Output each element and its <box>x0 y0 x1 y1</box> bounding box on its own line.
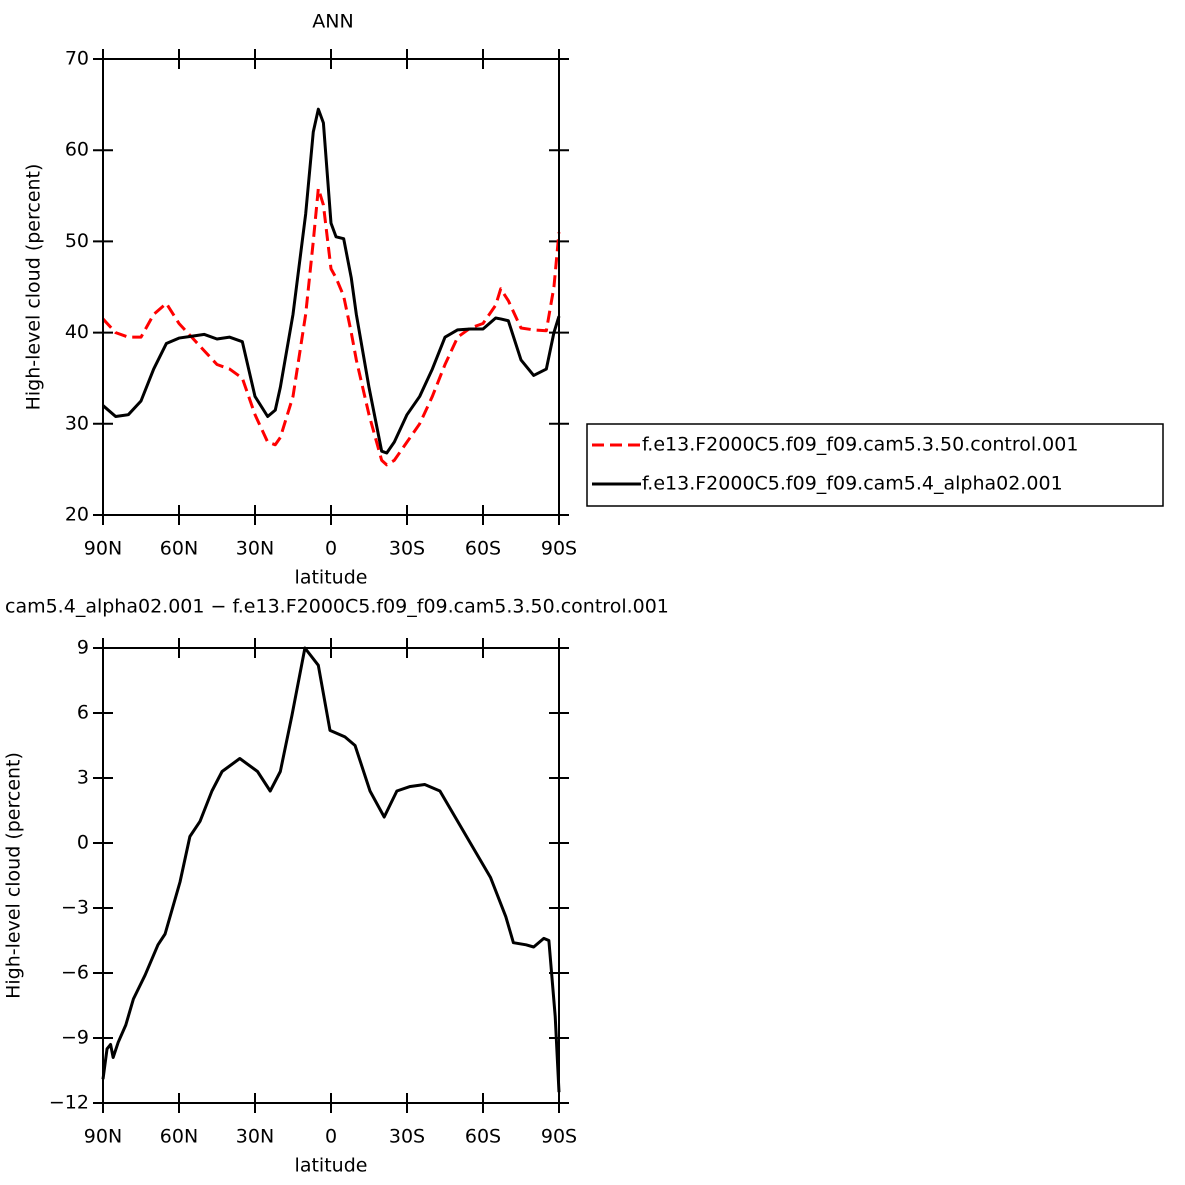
legend-label: f.e13.F2000C5.f09_f09.cam5.4_alpha02.001 <box>642 473 1063 495</box>
y-tick-label: 70 <box>65 48 89 70</box>
y-tick-label: 60 <box>65 139 89 161</box>
x-tick-label: 60S <box>465 538 501 560</box>
legend: f.e13.F2000C5.f09_f09.cam5.3.50.control.… <box>586 423 1164 507</box>
x-axis-label: latitude <box>295 567 368 589</box>
y-tick-label: 30 <box>65 412 89 434</box>
x-tick-label: 90S <box>541 1126 577 1148</box>
y-tick-label: −9 <box>61 1027 89 1049</box>
y-tick-label: 20 <box>65 504 89 526</box>
line-series <box>101 187 561 467</box>
x-tick-label: 0 <box>325 1126 337 1148</box>
y-tick-label: 9 <box>77 637 89 659</box>
x-tick-label: 30N <box>236 1126 274 1148</box>
chart-title: cam5.4_alpha02.001 − f.e13.F2000C5.f09_f… <box>5 596 669 618</box>
y-tick-label: −3 <box>61 897 89 919</box>
y-tick-label: 6 <box>77 702 89 724</box>
plot-frame <box>102 647 560 1104</box>
x-tick-label: 60N <box>160 538 198 560</box>
y-tick-label: −12 <box>49 1092 89 1114</box>
x-tick-label: 30S <box>389 1126 425 1148</box>
x-tick-label: 90S <box>541 538 577 560</box>
x-tick-label: 90N <box>84 538 122 560</box>
y-axis-label: High-level cloud (percent) <box>3 752 25 999</box>
x-axis-label: latitude <box>295 1155 368 1177</box>
plot-frame <box>102 58 560 516</box>
legend-label: f.e13.F2000C5.f09_f09.cam5.3.50.control.… <box>642 434 1078 456</box>
y-tick-label: 3 <box>77 767 89 789</box>
legend-box <box>586 423 1164 507</box>
x-tick-label: 30N <box>236 538 274 560</box>
line-series <box>102 107 561 455</box>
x-tick-label: 60S <box>465 1126 501 1148</box>
x-tick-label: 0 <box>325 538 337 560</box>
x-tick-label: 60N <box>160 1126 198 1148</box>
line-series <box>101 646 561 1093</box>
y-axis-label: High-level cloud (percent) <box>23 164 45 411</box>
y-tick-label: 50 <box>65 230 89 252</box>
x-tick-label: 90N <box>84 1126 122 1148</box>
y-tick-label: −6 <box>61 962 89 984</box>
chart-title: ANN <box>312 11 353 33</box>
y-tick-label: 40 <box>65 321 89 343</box>
y-tick-label: 0 <box>77 832 89 854</box>
x-tick-label: 30S <box>389 538 425 560</box>
